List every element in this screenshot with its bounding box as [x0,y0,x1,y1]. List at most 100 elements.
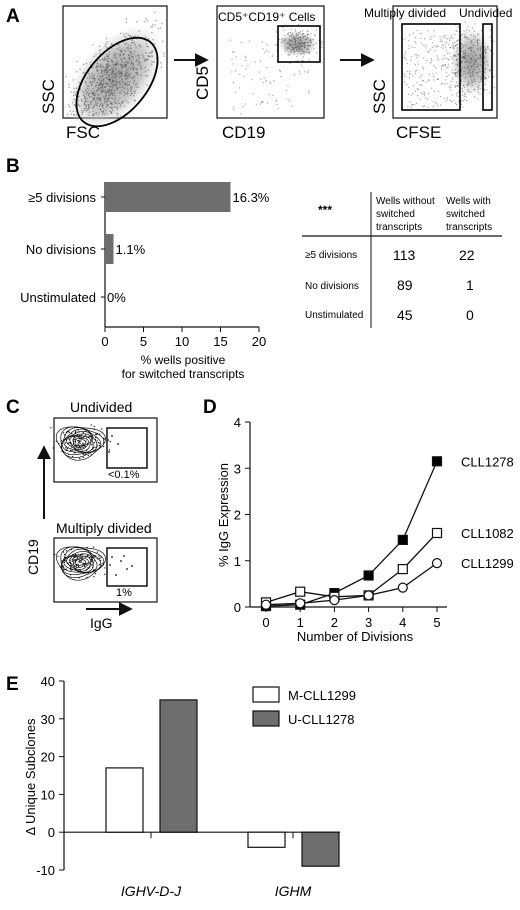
event-dot [133,77,135,79]
event-dot [128,84,131,86]
event-dot [95,97,97,99]
event-dot [135,72,137,74]
event-dot [114,63,116,65]
event-dot [133,79,136,82]
event-dot [456,43,458,46]
event-dot [122,64,124,66]
event-dot [111,76,113,79]
contour-line [74,437,87,446]
event-dot [135,46,137,48]
y-axis-label: Δ Unique Subclones [23,718,38,836]
event-dot [114,97,117,99]
event-dot [126,61,129,64]
event-dot [287,51,289,53]
event-dot [126,93,128,95]
event-dot [292,35,295,37]
event-dot [125,75,127,78]
data-point [295,598,306,609]
event-dot [123,65,125,67]
event-dot [282,26,284,29]
event-dot [468,68,471,71]
event-dot [456,39,458,42]
event-dot [111,85,114,88]
event-dot [132,62,134,65]
event-dot [90,103,92,106]
event-dot [123,49,126,52]
event-dot [263,51,266,54]
event-dot [444,65,447,67]
event-dot [244,103,247,105]
event-dot [299,49,302,51]
event-dot [82,63,85,66]
event-dot [422,93,424,95]
event-dot [451,71,453,74]
event-dot [107,99,110,101]
event-dot [467,25,469,28]
event-dot [95,113,98,115]
event-dot [123,75,126,77]
event-dot [473,51,475,53]
event-dot [266,102,269,104]
event-dot [442,65,444,67]
event-dot [160,22,163,25]
event-dot [460,48,463,50]
x-axis-label-line: for switched transcripts [122,367,245,381]
event-dot [88,73,90,75]
y-axis-label: SSC [370,79,389,114]
event-dot [455,75,457,78]
event-dot [126,81,129,83]
event-dot [125,42,128,44]
event-dot [282,40,285,42]
event-dot [442,47,445,49]
event-dot [467,68,469,70]
data-point [397,563,408,575]
event-dot [474,71,477,74]
event-dot [417,89,420,91]
event-dot [117,62,119,64]
table-cell: 113 [393,247,416,263]
event-dot [465,51,467,53]
event-dot [145,40,147,42]
event-dot [433,45,436,47]
event-dot [115,56,117,59]
event-dot [484,48,486,51]
panel-b-table: *** Wells without switched transcripts W… [302,192,502,328]
event-dot [414,46,416,49]
event-dot [106,55,109,57]
event-dot [414,36,417,39]
event-dot [105,76,107,79]
event-dot [101,69,103,71]
event-dot [426,98,429,100]
event-dot [424,37,426,40]
event-dot [281,37,283,39]
gate-box-undivided [106,427,148,469]
event-dot [105,109,107,112]
event-dot [261,100,264,103]
event-dot [93,560,95,562]
event-dot [66,113,69,116]
event-dot [460,70,462,72]
event-dot [111,59,113,61]
event-dot [470,46,472,48]
contour-line [66,433,93,452]
event-dot [113,92,116,94]
event-dot [406,70,409,73]
event-dot [435,72,437,74]
event-dot [92,91,95,94]
c-y-axis-label: CD19 [25,539,41,575]
event-dot [84,97,87,100]
event-dot [298,50,300,52]
event-dot [119,105,121,108]
event-dot [101,428,103,430]
event-dot [125,73,128,76]
event-dot [107,94,110,97]
event-dot [479,49,481,51]
event-dot [130,51,133,53]
event-dot [302,56,305,58]
event-dot [413,103,415,106]
event-dot [241,65,243,67]
y-tick-label: 0 [234,600,241,615]
contour-line [72,436,89,448]
event-dot [98,83,100,86]
event-dot [435,46,437,48]
